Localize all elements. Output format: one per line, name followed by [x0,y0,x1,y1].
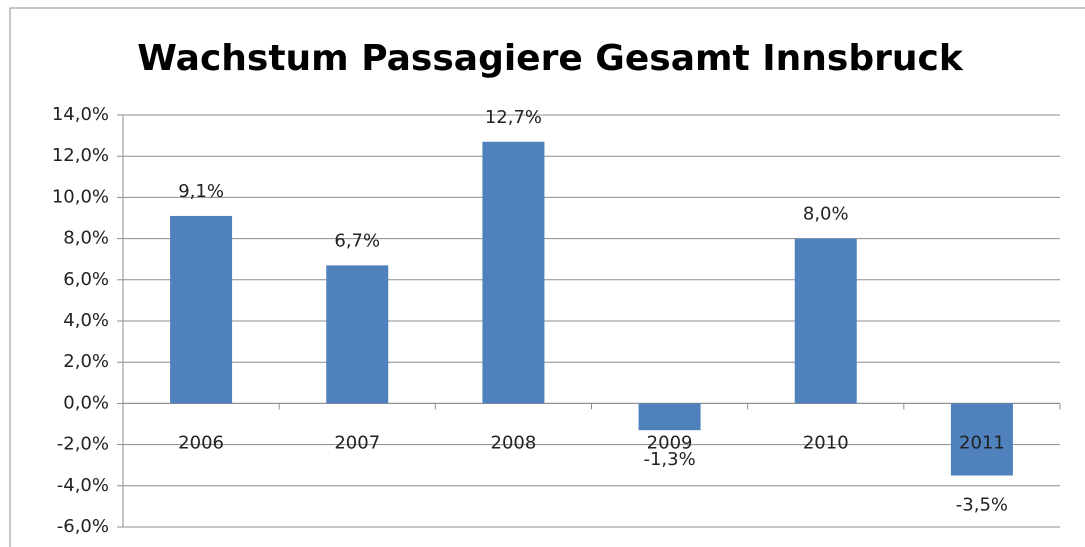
bar [482,141,545,404]
y-tick-label: 6,0% [63,269,109,290]
y-tick-label: 4,0% [63,310,109,331]
chart-title: Wachstum Passagiere Gesamt Innsbruck [137,38,964,79]
x-tick-label: 2008 [491,432,537,453]
x-tick-label: 2009 [647,432,693,453]
y-tick-label: 0,0% [63,392,109,413]
data-label: 6,7% [334,230,380,251]
y-tick-label: -6,0% [57,516,109,537]
x-tick-label: 2011 [959,432,1005,453]
data-label: -3,5% [956,495,1008,516]
x-tick-label: 2007 [334,432,380,453]
data-label: 8,0% [803,204,849,225]
y-tick-label: -4,0% [57,475,109,496]
y-tick-label: 8,0% [63,228,109,249]
bar [794,238,857,404]
y-tick-label: 2,0% [63,351,109,372]
bar [326,265,389,404]
x-tick-label: 2010 [803,432,849,453]
data-label: 12,7% [485,107,542,128]
y-tick-label: 12,0% [52,145,109,166]
y-tick-label: 10,0% [52,186,109,207]
bar [950,403,1013,476]
data-label: 9,1% [178,181,224,202]
y-tick-label: -2,0% [57,434,109,455]
x-tick-label: 2006 [178,432,224,453]
bar [170,215,233,404]
y-tick-label: 14,0% [52,104,109,125]
data-label: -1,3% [643,449,695,470]
bar [638,403,701,431]
